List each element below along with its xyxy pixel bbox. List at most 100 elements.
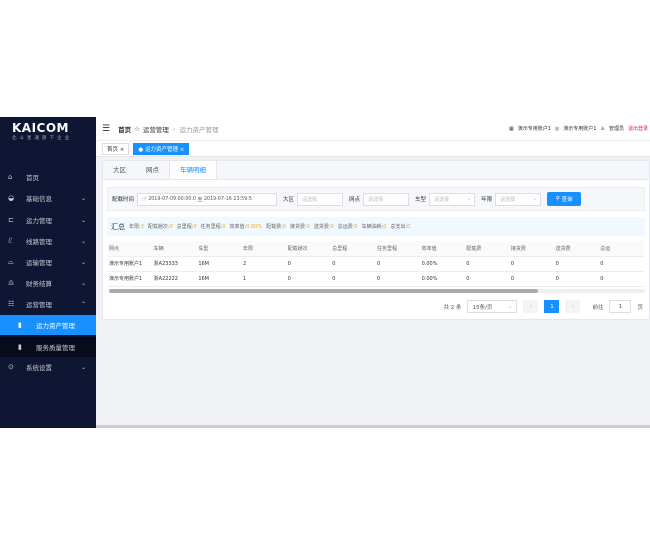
summary-value: 0 bbox=[222, 223, 226, 230]
summary-value: 0 bbox=[407, 223, 411, 230]
chevron-icon: ⌄ bbox=[80, 363, 86, 371]
prev-page-button[interactable]: ‹ bbox=[523, 300, 539, 313]
table-cell: 演示专用账户1 bbox=[108, 271, 153, 287]
region-input[interactable]: 请选择 bbox=[297, 192, 344, 206]
table-cell: 浙A23333 bbox=[152, 256, 198, 272]
chevron-icon: ⌃ bbox=[80, 300, 86, 308]
type-select[interactable]: 请选择 ⌄ bbox=[429, 192, 476, 206]
clock-icon: ◷ bbox=[142, 196, 147, 202]
location-icon: ◎ bbox=[554, 125, 560, 132]
sidebar-item-operations[interactable]: ☷ 运营管理 ⌃ bbox=[0, 294, 96, 314]
page-1-button[interactable]: 1 bbox=[544, 300, 560, 313]
page-scrollbar[interactable] bbox=[96, 425, 650, 428]
app: KAICOM 北斗星通旗下企业 ⌂ 首页 ◒ 基础信息 ⌄ ⊏ 运力管理 ⌄ ℰ 线路管理 ⌄ ⌓ 运输… bbox=[0, 117, 650, 428]
brand-slogan: 北斗星通旗下企业 bbox=[12, 136, 72, 141]
summary-label: 年限: bbox=[129, 224, 141, 230]
column-header[interactable]: 配载费 bbox=[465, 241, 510, 257]
next-page-button[interactable]: › bbox=[565, 300, 581, 313]
brand-name: KAICOM bbox=[12, 121, 69, 135]
column-header[interactable]: 车型 bbox=[197, 241, 242, 257]
summary-label: 车辆油耗: bbox=[361, 224, 384, 230]
sidebar-item-route[interactable]: ℰ 线路管理 ⌄ bbox=[0, 231, 96, 251]
pagination: 共 2 条 15条/页 ⌄ ‹ 1 › 前往 1 页 bbox=[443, 300, 643, 313]
column-header[interactable]: 送货费 bbox=[554, 241, 600, 257]
column-header[interactable]: 总里程 bbox=[331, 241, 376, 257]
summary-value: 0 bbox=[306, 223, 310, 230]
page-suffix: 页 bbox=[637, 304, 643, 311]
table-cell: 16M bbox=[197, 271, 242, 287]
summary-value: 0 bbox=[383, 223, 387, 230]
sidebar-item-transport[interactable]: ⌓ 运输管理 ⌄ bbox=[0, 252, 96, 272]
table-cell: 0 bbox=[375, 256, 421, 272]
doc-icon: ▮ bbox=[18, 321, 22, 329]
tab-region[interactable]: 大区 bbox=[113, 166, 126, 174]
breadcrumb-operations[interactable]: 运营管理 bbox=[142, 125, 169, 134]
branch-input[interactable]: 请选择 bbox=[363, 192, 410, 206]
sidebar-item-label: 运力资产管理 bbox=[36, 322, 75, 330]
years-label: 年限 bbox=[481, 197, 493, 203]
query-button[interactable]: ⚲ 查询 bbox=[547, 192, 582, 206]
table-cell: 1 bbox=[241, 271, 287, 287]
summary-value: 0 bbox=[282, 223, 286, 230]
table-scrollbar[interactable] bbox=[109, 289, 645, 293]
chevron-icon: ⌄ bbox=[80, 258, 86, 266]
tab-branch[interactable]: 网点 bbox=[146, 166, 159, 174]
table-row[interactable]: 演示专用账户1 浙A22222 16M 1 0 0 0 0.00% 0 0 0 0 bbox=[108, 271, 644, 287]
chevron-icon: ⌄ bbox=[80, 237, 86, 245]
column-header[interactable]: 总运 bbox=[599, 241, 644, 257]
summary-value: 0.00% bbox=[246, 223, 263, 230]
tag-asset-management[interactable]: ● 运力资产管理 × bbox=[133, 142, 190, 155]
sidebar-item-service-quality[interactable]: ▮ 服务质量管理 bbox=[0, 337, 96, 357]
chevron-down-icon: ⌄ bbox=[466, 196, 472, 202]
logout-link[interactable]: 退出登录 bbox=[627, 126, 648, 132]
table-cell: 0 bbox=[509, 256, 555, 272]
column-header[interactable]: 配载趟次 bbox=[286, 241, 332, 257]
goto-page-input[interactable]: 1 bbox=[609, 300, 632, 313]
sidebar-item-settings[interactable]: ⊙ 系统设置 ⌄ bbox=[0, 357, 96, 377]
column-header[interactable]: 任务里程 bbox=[375, 241, 421, 257]
tab-vehicle-detail[interactable]: 车辆明细 bbox=[169, 161, 217, 179]
summary-label: 总里程: bbox=[176, 224, 194, 230]
column-header[interactable]: 网点 bbox=[108, 241, 153, 257]
vehicle-table: 网点 车辆 车型 年限 配载趟次 总里程 任务里程 效率值 配载费 接货费 送货费 总运 演示专用账户1… bbox=[108, 241, 644, 287]
tag-home[interactable]: 首页 × bbox=[102, 142, 130, 155]
column-header[interactable]: 年限 bbox=[241, 241, 287, 257]
menu-toggle-icon[interactable]: ☰ bbox=[102, 123, 111, 134]
table-cell: 0 bbox=[286, 271, 332, 287]
table-cell: 0 bbox=[465, 256, 510, 272]
account-name: 演示专用账户1 bbox=[517, 126, 551, 132]
sidebar-item-label: 运力管理 bbox=[26, 217, 52, 225]
summary-label: 任务里程: bbox=[200, 224, 223, 230]
years-select[interactable]: 请选择 ⌄ bbox=[495, 192, 542, 206]
user-name: 管理员 bbox=[608, 126, 624, 132]
doc-icon: ▮ bbox=[18, 343, 22, 351]
tags-bar: 首页 × ● 运力资产管理 × bbox=[96, 140, 650, 157]
sidebar-item-label: 运营管理 bbox=[26, 301, 52, 309]
date-range-input[interactable]: ◷ 2019-07-09 00:00:0 至 2019-07-16 23:59:5 bbox=[137, 192, 278, 206]
sidebar-item-home[interactable]: ⌂ 首页 bbox=[0, 167, 96, 187]
building-icon: ▦ bbox=[509, 125, 514, 132]
chevron-down-icon: ⌄ bbox=[532, 196, 538, 202]
sidebar-item-label: 首页 bbox=[26, 174, 39, 182]
table-cell: 0 bbox=[554, 271, 600, 287]
summary-label: 总运费: bbox=[337, 224, 355, 230]
sidebar-item-asset-management[interactable]: ▮ 运力资产管理 bbox=[0, 315, 96, 335]
table-row[interactable]: 演示专用账户1 浙A23333 16M 2 0 0 0 0.00% 0 0 0 0 bbox=[108, 256, 644, 272]
breadcrumb-home[interactable]: 首页 bbox=[118, 125, 132, 134]
sidebar-item-label: 系统设置 bbox=[26, 364, 52, 372]
content-card: 大区 网点 车辆明细 配载时间 ◷ 2019-07-09 00:00:0 至 20… bbox=[102, 160, 650, 320]
logo: KAICOM 北斗星通旗下企业 bbox=[0, 117, 96, 149]
page-size-select[interactable]: 15条/页 ⌄ bbox=[467, 300, 518, 313]
column-header[interactable]: 车辆 bbox=[152, 241, 198, 257]
table-cell: 0.00% bbox=[420, 256, 466, 272]
sidebar-item-capacity[interactable]: ⊏ 运力管理 ⌄ bbox=[0, 210, 96, 230]
table-cell: 16M bbox=[197, 256, 242, 272]
type-label: 车型 bbox=[415, 197, 427, 203]
sidebar-item-basic-info[interactable]: ◒ 基础信息 ⌄ bbox=[0, 188, 96, 208]
column-header[interactable]: 效率值 bbox=[420, 241, 466, 257]
total-count: 共 2 条 bbox=[443, 304, 462, 311]
column-header[interactable]: 接货费 bbox=[509, 241, 555, 257]
region-label: 大区 bbox=[283, 197, 295, 203]
chevron-right-icon: › bbox=[172, 124, 176, 133]
sidebar-item-finance[interactable]: ♎ 财务结算 ⌄ bbox=[0, 273, 96, 293]
